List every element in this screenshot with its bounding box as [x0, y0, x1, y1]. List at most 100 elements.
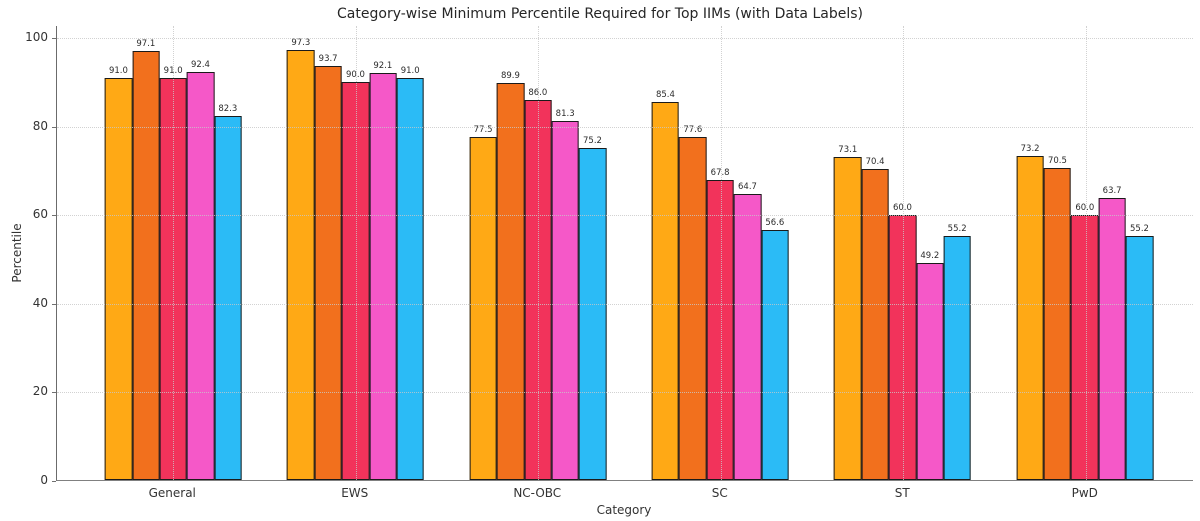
bar-data-label: 77.6: [683, 124, 703, 135]
x-axis-label: Category: [596, 503, 652, 517]
bar-series-1-pwd: [1016, 156, 1044, 480]
bar-data-label: 63.7: [1102, 186, 1122, 197]
bar-series-4-pwd: [1098, 198, 1126, 480]
bar-slot: 77.6: [679, 125, 707, 480]
bar-slot: 91.0: [104, 66, 133, 480]
bar-series-1-ews: [287, 49, 315, 480]
bar-slot: 49.2: [916, 251, 944, 480]
bar-series-1-st: [834, 156, 862, 480]
bar-data-label: 55.2: [1130, 223, 1149, 234]
bar-data-label: 82.3: [218, 104, 238, 115]
bars-row: 91.0 97.1 91.0 92.4 82.3: [104, 26, 242, 480]
y-tick-mark: [52, 303, 56, 305]
x-tick-label-sc: SC: [711, 486, 728, 500]
bar-data-label: 85.4: [655, 90, 675, 101]
bar-data-label: 93.7: [318, 53, 338, 64]
bar-slot: 92.4: [186, 60, 215, 480]
y-tick-label: 100: [25, 29, 48, 44]
bar-data-label: 60.0: [1075, 202, 1095, 213]
bar-data-label: 77.5: [473, 125, 493, 136]
bar-slot: 97.1: [132, 39, 160, 480]
bar-series-4-nc-obc: [551, 120, 579, 480]
bar-series-5-st: [943, 235, 971, 480]
bar-series-2-general: [132, 50, 160, 480]
bar-series-3-pwd: [1071, 214, 1099, 480]
bar-series-4-ews: [369, 72, 397, 480]
bar-data-label: 86.0: [528, 87, 548, 98]
bar-series-2-ews: [314, 65, 342, 480]
bar-slot: 55.2: [1125, 224, 1154, 480]
bars-row: 77.5 89.9 86.0 81.3 75.2: [469, 26, 607, 480]
y-axis-label: Percentile: [10, 223, 24, 283]
bar-data-label: 49.2: [920, 250, 940, 261]
y-tick-mark: [52, 37, 56, 39]
bar-slot: 73.2: [1016, 144, 1044, 480]
bar-series-2-pwd: [1043, 168, 1072, 480]
bar-groups: 91.0 97.1 91.0 92.4 82.3 97.3 93.7 90.0 92.1 91.0…: [57, 26, 1193, 480]
bar-slot: 85.4: [651, 90, 680, 480]
bar-data-label: 56.6: [765, 217, 785, 228]
bar-slot: 91.0: [159, 66, 187, 480]
bar-series-2-sc: [679, 136, 707, 480]
bar-slot: 67.8: [706, 168, 734, 480]
bar-series-1-general: [104, 77, 133, 480]
bar-data-label: 75.2: [583, 135, 602, 146]
bar-data-label: 73.2: [1020, 144, 1040, 155]
bar-slot: 70.4: [861, 157, 889, 480]
bar-data-label: 55.2: [947, 223, 967, 234]
plot-area: 91.0 97.1 91.0 92.4 82.3 97.3 93.7 90.0 92.1 91.0…: [56, 26, 1193, 481]
x-tick-label-st: ST: [894, 486, 910, 500]
bar-data-label: 97.3: [291, 37, 311, 48]
bar-series-4-st: [916, 262, 944, 480]
bar-data-label: 89.9: [500, 70, 520, 81]
bar-data-label: 91.0: [400, 65, 420, 76]
bar-slot: 92.1: [369, 61, 397, 480]
bar-slot: 70.5: [1043, 156, 1072, 480]
bar-data-label: 81.3: [555, 108, 575, 119]
bar-data-label: 90.0: [346, 70, 365, 81]
chart-title: Category-wise Minimum Percentile Require…: [337, 6, 863, 22]
bars-row: 85.4 77.6 67.8 64.7 56.6: [651, 26, 789, 480]
bar-slot: 56.6: [761, 218, 789, 480]
y-tick-label: 80: [32, 118, 48, 133]
bar-group-nc-obc: 77.5 89.9 86.0 81.3 75.2: [447, 26, 629, 480]
bar-slot: 89.9: [496, 71, 525, 480]
bar-group-sc: 85.4 77.6 67.8 64.7 56.6: [629, 26, 811, 480]
bar-group-ews: 97.3 93.7 90.0 92.1 91.0: [264, 26, 446, 480]
bar-data-label: 92.1: [373, 60, 393, 71]
bar-series-2-nc-obc: [496, 82, 525, 480]
bar-slot: 91.0: [396, 66, 424, 480]
bar-slot: 73.1: [834, 145, 862, 480]
y-tick-mark: [52, 126, 56, 128]
y-tick-label: 40: [32, 295, 48, 310]
bar-group-pwd: 73.2 70.5 60.0 63.7 55.2: [994, 26, 1176, 480]
bar-series-3-st: [888, 214, 917, 480]
bar-series-5-ews: [396, 77, 424, 480]
bar-series-1-nc-obc: [469, 137, 497, 480]
bar-series-1-sc: [651, 102, 680, 480]
bar-data-label: 70.4: [865, 156, 885, 167]
bar-group-general: 91.0 97.1 91.0 92.4 82.3: [82, 26, 264, 480]
bar-slot: 97.3: [287, 38, 315, 480]
bar-series-5-sc: [761, 229, 789, 480]
bar-data-label: 91.0: [108, 65, 128, 76]
y-tick-mark: [52, 215, 56, 217]
bar-series-3-general: [159, 77, 187, 480]
bar-data-label: 92.4: [191, 59, 210, 70]
bar-series-3-nc-obc: [524, 99, 552, 480]
y-tick-label: 60: [32, 207, 48, 222]
x-tick-label-nc-obc: NC-OBC: [513, 486, 562, 500]
bar-slot: 55.2: [943, 224, 971, 480]
bar-data-label: 97.1: [136, 38, 156, 49]
y-tick-label: 20: [32, 384, 48, 399]
bar-slot: 86.0: [524, 88, 552, 480]
bar-data-label: 67.8: [710, 168, 730, 179]
bar-slot: 64.7: [733, 182, 762, 480]
bars-row: 73.2 70.5 60.0 63.7 55.2: [1016, 26, 1154, 480]
bar-slot: 63.7: [1098, 186, 1126, 480]
x-tick-label-ews: EWS: [341, 486, 369, 500]
bar-slot: 60.0: [1071, 203, 1099, 480]
bar-slot: 81.3: [551, 109, 579, 480]
bar-slot: 90.0: [341, 70, 370, 480]
